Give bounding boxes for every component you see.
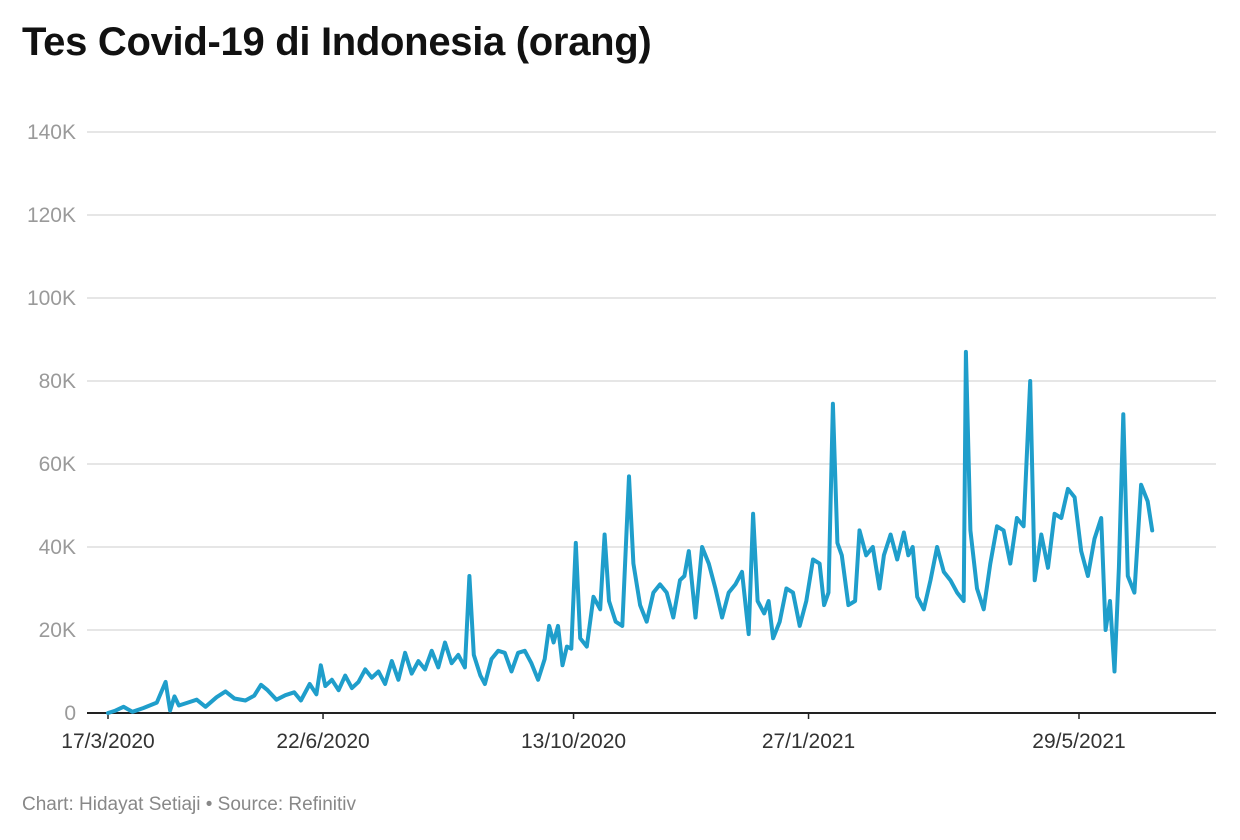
y-tick-label: 40K (39, 536, 76, 559)
series-line-tests (106, 349, 1155, 715)
y-tick-label: 140K (27, 121, 76, 144)
x-tick-label: 22/6/2020 (276, 730, 369, 753)
gridlines (87, 131, 1216, 631)
y-tick-label: 100K (27, 287, 76, 310)
y-tick-label: 120K (27, 204, 76, 227)
y-tick-label: 60K (39, 453, 76, 476)
y-tick-label: 0 (64, 702, 76, 725)
chart-source-note: Chart: Hidayat Setiaji • Source: Refinit… (22, 794, 357, 815)
x-tick-label: 27/1/2021 (762, 730, 855, 753)
y-axis-ticks: 0 20K 40K 60K 80K 100K 120K 140K (27, 121, 76, 725)
x-axis-ticks: 17/3/2020 22/6/2020 13/10/2020 27/1/2021 29/… (61, 713, 1126, 753)
y-tick-label: 80K (39, 370, 76, 393)
x-tick-label: 17/3/2020 (61, 730, 154, 753)
x-tick-label: 29/5/2021 (1032, 730, 1125, 753)
y-tick-label: 20K (39, 619, 76, 642)
chart-title: Tes Covid-19 di Indonesia (orang) (22, 20, 652, 64)
x-tick-label: 13/10/2020 (521, 730, 626, 753)
